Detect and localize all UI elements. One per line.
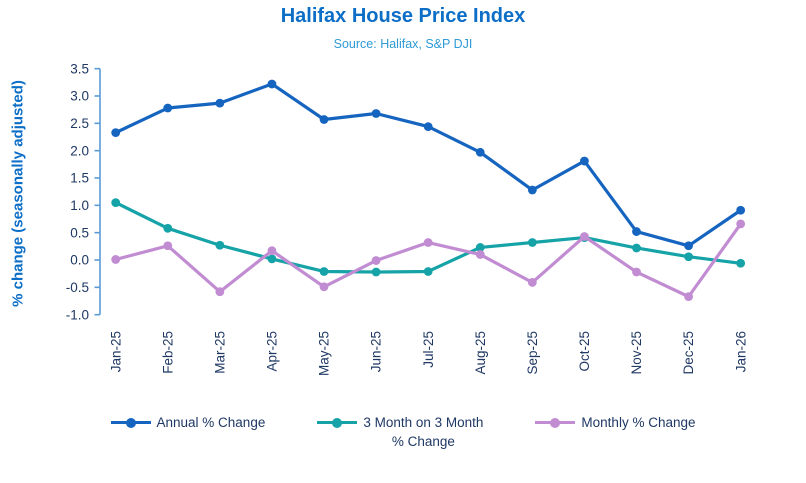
y-tick-label: 2.5 [70, 116, 89, 131]
y-tick-label: 3.5 [70, 61, 89, 76]
data-point [215, 287, 225, 297]
y-tick-label: 2.0 [70, 143, 89, 158]
x-tick-label: Oct-25 [577, 331, 592, 372]
data-point [475, 147, 485, 157]
data-point [736, 205, 746, 215]
data-point [215, 240, 225, 250]
data-point [684, 252, 693, 262]
legend-line-dot-marker [535, 413, 576, 432]
legend-line-dot-marker [110, 413, 151, 432]
data-point [371, 109, 381, 118]
legend-label: Annual % Change [156, 415, 266, 430]
legend-label: Monthly % Change [581, 415, 696, 430]
y-tick-label: 0.5 [70, 225, 89, 240]
data-point [632, 267, 641, 277]
data-point [423, 267, 433, 276]
data-point [163, 103, 173, 113]
x-tick-label: Mar-25 [212, 331, 227, 374]
data-point [111, 128, 121, 138]
data-point [267, 254, 277, 264]
legend-line-dot-marker [317, 413, 358, 432]
series-line [114, 82, 743, 248]
data-point [580, 232, 589, 241]
x-tick-label: Jun-25 [369, 331, 384, 372]
data-point [267, 246, 277, 256]
data-point [475, 243, 485, 252]
data-point [215, 98, 225, 108]
data-point [527, 185, 537, 195]
y-tick-label: -0.5 [66, 280, 89, 295]
x-tick-label: Jan-25 [108, 331, 123, 372]
data-point [111, 198, 121, 207]
x-tick-label: Jan-26 [733, 331, 748, 372]
series-line [114, 200, 743, 274]
y-tick-label: -1.0 [66, 307, 89, 322]
data-point [319, 115, 329, 124]
data-point [163, 241, 173, 251]
y-tick-label: 1.5 [70, 171, 89, 186]
chart-subtitle: Source: Halifax, S&P DJI [333, 37, 473, 51]
y-tick-label: 1.0 [70, 198, 89, 213]
data-point [423, 122, 433, 132]
legend-entry: 3 Month on 3 Month% Change [317, 413, 483, 451]
data-point [111, 255, 121, 264]
plot-area: 3.5 3.0 2.5 2.0 1.5 1.0 0.5 0.0 -0.5 -1.0 Jan-25 Fe… [66, 61, 749, 376]
x-tick-label: Jul-25 [421, 331, 436, 368]
data-point [736, 258, 746, 268]
x-tick-label: May-25 [317, 331, 332, 376]
data-point [423, 238, 433, 247]
data-point [319, 267, 329, 276]
x-tick-label: Aug-25 [473, 331, 488, 375]
legend-entry: Monthly % Change [535, 413, 696, 432]
legend-label: 3 Month on 3 Month% Change [363, 415, 484, 449]
data-point [580, 156, 589, 166]
data-point [632, 243, 641, 253]
data-point [684, 292, 693, 302]
legend-entry: Annual % Change [110, 413, 266, 432]
x-tick-label: Nov-25 [629, 331, 644, 375]
x-tick-label: Sep-25 [525, 331, 540, 375]
x-tick-label: Apr-25 [265, 331, 280, 372]
x-tick-label: Feb-25 [160, 331, 175, 374]
data-point [371, 267, 381, 277]
data-point [475, 250, 485, 259]
data-point [267, 79, 277, 89]
data-point [319, 282, 329, 292]
data-point [371, 256, 381, 265]
data-point [632, 227, 641, 236]
legend: Annual % Change 3 Month on 3 Month% Chang… [0, 413, 806, 451]
y-tick-label: 3.0 [70, 89, 89, 104]
y-tick-label: 0.0 [70, 253, 89, 268]
data-point [527, 278, 537, 287]
data-point [684, 241, 693, 251]
x-tick-label: Dec-25 [681, 331, 696, 375]
data-point [163, 223, 173, 233]
chart-title: Halifax House Price Index [280, 5, 526, 27]
data-point [736, 219, 746, 229]
data-point [527, 238, 537, 247]
